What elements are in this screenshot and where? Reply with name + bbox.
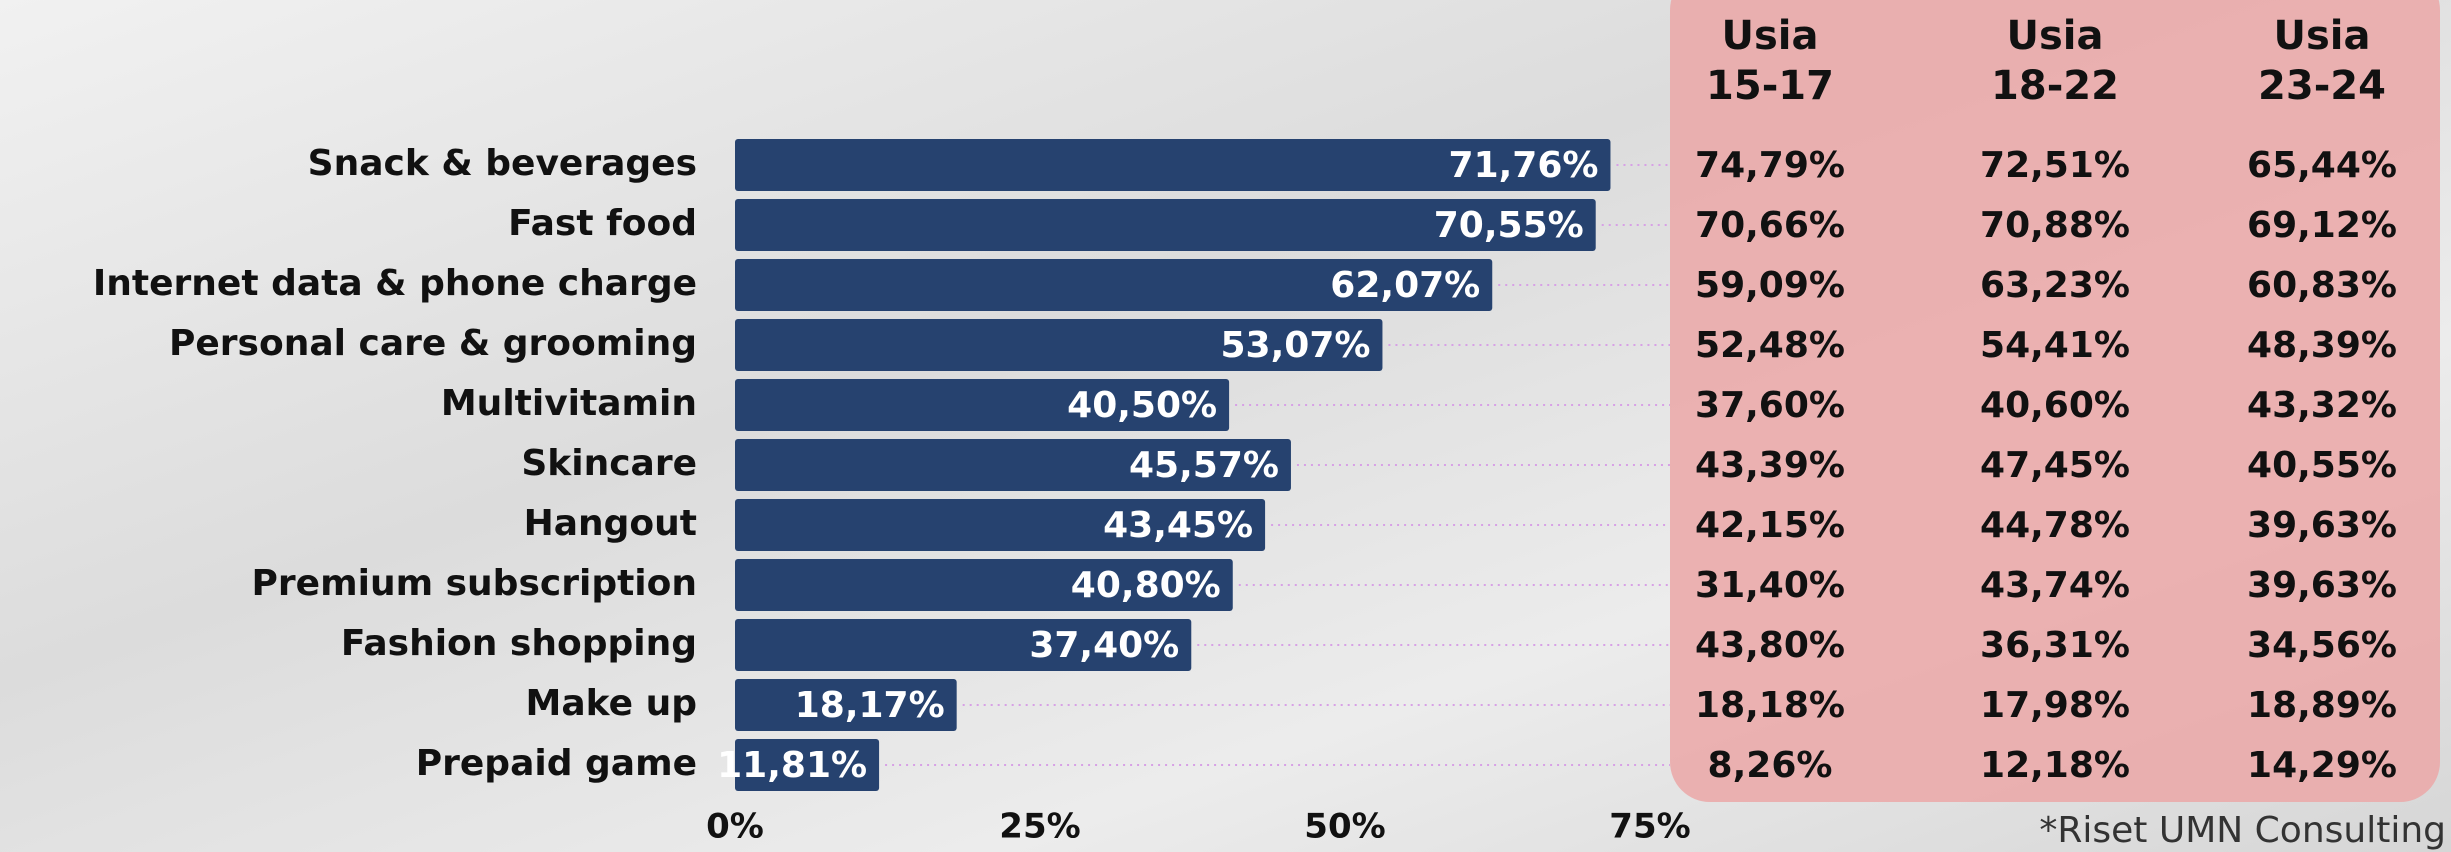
- table-cell: 34,56%: [2247, 625, 2397, 666]
- table-cell: 18,89%: [2247, 685, 2397, 726]
- category-label: Skincare: [521, 443, 697, 484]
- bar-value-label: 53,07%: [1221, 325, 1371, 366]
- table-cell: 17,98%: [1980, 685, 2130, 726]
- table-cell: 54,41%: [1980, 325, 2130, 366]
- category-label: Multivitamin: [441, 383, 697, 424]
- category-label: Premium subscription: [252, 563, 697, 604]
- table-cell: 14,29%: [2247, 745, 2397, 786]
- bar-value-label: 45,57%: [1129, 445, 1279, 486]
- bar-value-label: 40,80%: [1071, 565, 1221, 606]
- bar-value-label: 11,81%: [717, 745, 867, 786]
- table-cell: 70,66%: [1695, 205, 1845, 246]
- category-label: Fast food: [508, 203, 697, 244]
- bar-value-label: 71,76%: [1449, 145, 1599, 186]
- bar-value-label: 40,50%: [1067, 385, 1217, 426]
- table-cell: 43,39%: [1695, 445, 1845, 486]
- category-label: Make up: [526, 683, 697, 724]
- bar: [735, 739, 880, 791]
- table-header: Usia: [1722, 13, 1819, 59]
- table-cell: 60,83%: [2247, 265, 2397, 306]
- table-header: 15-17: [1706, 63, 1834, 109]
- table-cell: 18,18%: [1695, 685, 1845, 726]
- table-cell: 69,12%: [2247, 205, 2397, 246]
- table-header: 18-22: [1991, 63, 2119, 109]
- table-header: Usia: [2274, 13, 2371, 59]
- table-cell: 40,55%: [2247, 445, 2397, 486]
- bar: [735, 319, 1383, 371]
- x-tick-label: 0%: [706, 807, 764, 847]
- bar-value-label: 70,55%: [1434, 205, 1584, 246]
- bar-value-label: 18,17%: [795, 685, 945, 726]
- table-cell: 72,51%: [1980, 145, 2130, 186]
- table-cell: 59,09%: [1695, 265, 1845, 306]
- bar: [735, 559, 1233, 611]
- x-tick-label: 50%: [1304, 807, 1385, 847]
- table-cell: 48,39%: [2247, 325, 2397, 366]
- bar: [735, 199, 1596, 251]
- table-cell: 63,23%: [1980, 265, 2130, 306]
- table-cell: 31,40%: [1695, 565, 1845, 606]
- table-cell: 36,31%: [1980, 625, 2130, 666]
- table-cell: 39,63%: [2247, 505, 2397, 546]
- category-label: Internet data & phone charge: [93, 263, 697, 304]
- bar: [735, 379, 1230, 431]
- table-cell: 43,80%: [1695, 625, 1845, 666]
- table-cell: 8,26%: [1708, 745, 1833, 786]
- x-tick-label: 25%: [999, 807, 1080, 847]
- category-label: Prepaid game: [416, 743, 697, 784]
- bar-value-label: 37,40%: [1029, 625, 1179, 666]
- table-cell: 52,48%: [1695, 325, 1845, 366]
- bar: [735, 619, 1192, 671]
- bar-value-label: 43,45%: [1103, 505, 1253, 546]
- table-cell: 74,79%: [1695, 145, 1845, 186]
- table-cell: 47,45%: [1980, 445, 2130, 486]
- table-cell: 40,60%: [1980, 385, 2130, 426]
- category-label: Fashion shopping: [341, 623, 697, 664]
- table-cell: 65,44%: [2247, 145, 2397, 186]
- bar: [735, 679, 957, 731]
- x-tick-label: 75%: [1609, 807, 1690, 847]
- category-label: Hangout: [524, 503, 697, 544]
- table-cell: 42,15%: [1695, 505, 1845, 546]
- bar: [735, 139, 1611, 191]
- category-label: Personal care & grooming: [169, 323, 697, 364]
- table-cell: 44,78%: [1980, 505, 2130, 546]
- category-label: Snack & beverages: [308, 143, 697, 184]
- table-cell: 43,74%: [1980, 565, 2130, 606]
- bar: [735, 259, 1493, 311]
- bar-value-label: 62,07%: [1330, 265, 1480, 306]
- table-cell: 12,18%: [1980, 745, 2130, 786]
- table-header: Usia: [2007, 13, 2104, 59]
- bar: [735, 499, 1266, 551]
- table-cell: 70,88%: [1980, 205, 2130, 246]
- table-header: 23-24: [2258, 63, 2386, 109]
- table-cell: 37,60%: [1695, 385, 1845, 426]
- table-cell: 43,32%: [2247, 385, 2397, 426]
- bar: [735, 439, 1291, 491]
- footnote: *Riset UMN Consulting: [2039, 810, 2446, 851]
- table-cell: 39,63%: [2247, 565, 2397, 606]
- table-panel: [1670, 0, 2440, 802]
